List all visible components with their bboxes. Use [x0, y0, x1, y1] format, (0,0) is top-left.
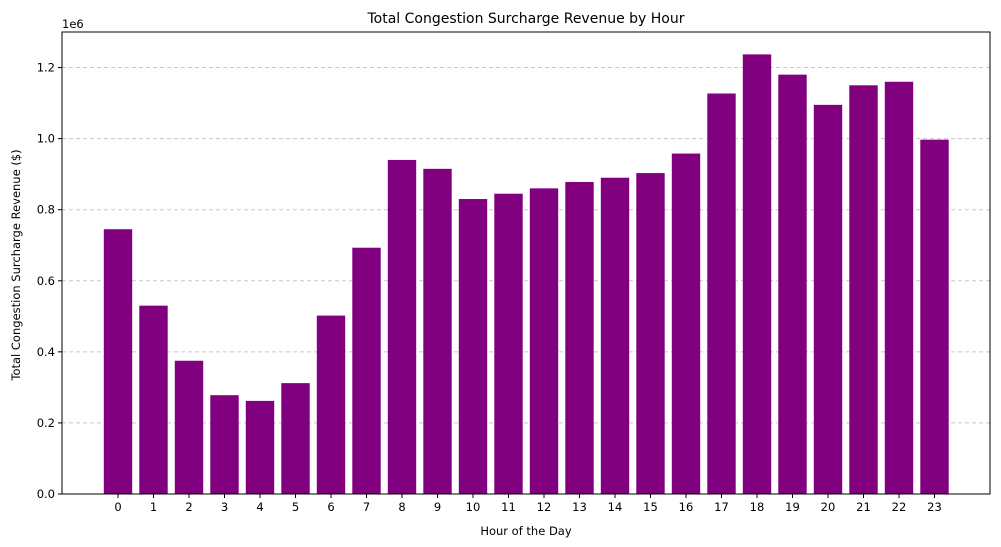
x-tick-label-17: 17	[714, 500, 729, 514]
y-tick-label-0: 0.0	[37, 487, 55, 501]
x-tick-label-15: 15	[643, 500, 658, 514]
x-tick-label-10: 10	[466, 500, 481, 514]
x-tick-label-12: 12	[537, 500, 552, 514]
x-tick-label-21: 21	[856, 500, 871, 514]
x-tick-label-8: 8	[398, 500, 405, 514]
chart-title: Total Congestion Surcharge Revenue by Ho…	[366, 11, 684, 27]
y-tick-label-1: 0.2	[37, 416, 55, 430]
bar-hour-6	[316, 315, 346, 494]
x-tick-label-1: 1	[150, 500, 157, 514]
x-tick-label-23: 23	[927, 500, 942, 514]
x-tick-label-19: 19	[785, 500, 800, 514]
bar-hour-11	[494, 193, 523, 494]
bar-hour-16	[671, 153, 701, 494]
bar-hour-1	[139, 305, 168, 494]
bar-hour-17	[707, 93, 736, 494]
x-tick-label-18: 18	[750, 500, 765, 514]
bar-hour-21	[849, 85, 878, 495]
x-tick-label-20: 20	[821, 500, 836, 514]
x-tick-label-3: 3	[221, 500, 228, 514]
y-axis-ticks: 0.0 0.2 0.4 0.6 0.8 1.0 1.2	[37, 61, 62, 501]
bar-hour-20	[813, 104, 843, 494]
x-axis-label: Hour of the Day	[480, 524, 572, 538]
x-tick-label-6: 6	[327, 500, 334, 514]
bar-hour-2	[174, 360, 204, 494]
x-axis-ticks: 0 1 2 3 4 5 6 7 8 9 10 11 12 13 14 15 16 17 18 19 20 21 22 23	[114, 494, 942, 514]
x-tick-label-2: 2	[185, 500, 192, 514]
bar-hour-22	[884, 81, 914, 494]
bar-hour-8	[387, 159, 417, 494]
x-tick-label-13: 13	[572, 500, 587, 514]
bar-hour-9	[423, 168, 452, 495]
bar-hour-4	[245, 400, 275, 494]
bar-hour-7	[352, 247, 381, 494]
x-tick-label-4: 4	[256, 500, 263, 514]
bar-hour-10	[458, 199, 488, 494]
y-axis-label: Total Congestion Surcharge Revenue ($)	[9, 149, 23, 381]
x-tick-label-16: 16	[679, 500, 694, 514]
bar-hour-14	[600, 177, 630, 494]
x-tick-label-11: 11	[501, 500, 516, 514]
bars	[103, 54, 949, 495]
bar-hour-18	[742, 54, 772, 495]
bar-hour-13	[565, 181, 594, 495]
x-tick-label-14: 14	[608, 500, 623, 514]
bar-hour-3	[210, 395, 239, 494]
bar-hour-12	[529, 188, 559, 494]
x-tick-label-5: 5	[292, 500, 299, 514]
axes-frame	[61, 31, 991, 495]
bar-hour-15	[636, 173, 665, 494]
y-tick-label-6: 1.2	[37, 61, 55, 75]
bar-hour-0	[103, 229, 133, 494]
y-tick-label-5: 1.0	[37, 132, 55, 146]
bar-hour-5	[281, 383, 310, 494]
y-tick-label-2: 0.4	[37, 345, 55, 359]
plot-frame	[61, 31, 991, 495]
x-tick-label-9: 9	[434, 500, 441, 514]
bar-hour-23	[920, 139, 949, 495]
y-tick-label-3: 0.6	[37, 274, 55, 288]
x-tick-label-7: 7	[363, 500, 370, 514]
y-tick-label-4: 0.8	[37, 203, 55, 217]
bar-hour-19	[778, 74, 807, 495]
x-tick-label-22: 22	[892, 500, 907, 514]
y-axis-offset-label: 1e6	[62, 17, 84, 31]
x-tick-label-0: 0	[114, 500, 121, 514]
